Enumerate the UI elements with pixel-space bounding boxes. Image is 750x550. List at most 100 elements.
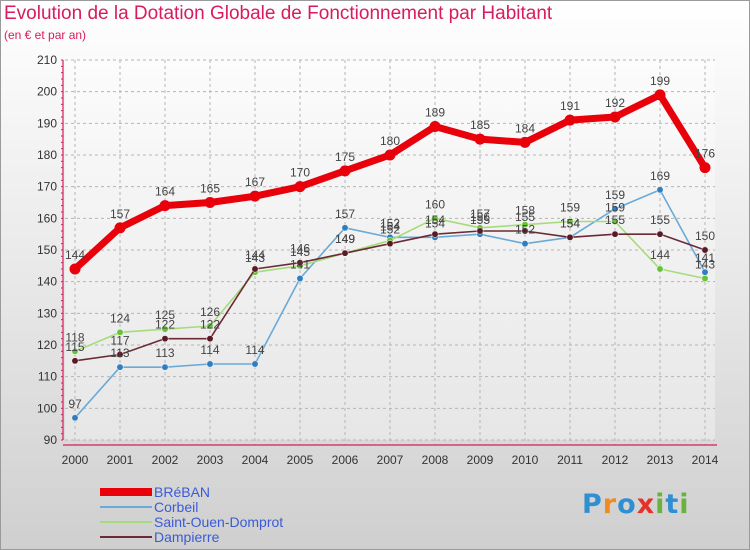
legend-item: Corbeil (100, 500, 360, 515)
data-point (341, 249, 349, 257)
chart-title: Evolution de la Dotation Globale de Fonc… (4, 3, 553, 24)
data-point (71, 347, 79, 355)
legend-label: Saint-Ouen-Domprot (154, 514, 284, 530)
data-point (611, 205, 619, 213)
data-label: 141 (290, 258, 310, 272)
data-label: 157 (110, 207, 130, 221)
data-label: 165 (200, 182, 220, 196)
data-point (341, 224, 349, 232)
data-label: 146 (290, 242, 310, 256)
data-point (159, 200, 171, 212)
data-point (656, 265, 664, 273)
data-label: 113 (155, 346, 174, 360)
data-label: 154 (560, 216, 580, 230)
legend-item: BRéBAN (100, 485, 360, 500)
data-point (656, 230, 664, 238)
data-point (116, 363, 124, 371)
x-tick-label: 2004 (242, 453, 269, 467)
data-label: 141 (695, 251, 715, 265)
legend-item: Saint-Ouen-Domprot (100, 515, 360, 530)
data-label: 155 (515, 210, 535, 224)
data-label: 152 (380, 216, 400, 230)
y-tick-label: 90 (44, 433, 58, 447)
legend-swatch (100, 521, 152, 523)
data-label: 176 (695, 147, 715, 161)
data-label: 180 (380, 134, 400, 148)
logo-letter: o (617, 489, 637, 520)
data-point (521, 227, 529, 235)
data-label: 122 (200, 318, 220, 332)
data-point (161, 325, 169, 333)
data-label: 185 (470, 118, 490, 132)
data-point (116, 328, 124, 336)
data-label: 150 (695, 229, 715, 243)
data-label: 164 (155, 185, 175, 199)
data-label: 125 (155, 308, 175, 322)
data-point (204, 197, 216, 208)
data-point (429, 121, 441, 132)
data-label: 122 (155, 318, 175, 332)
data-point (251, 265, 259, 273)
data-point (519, 136, 531, 148)
y-tick-label: 170 (37, 180, 57, 194)
logo-letter: i (655, 489, 666, 520)
x-tick-label: 2005 (287, 453, 314, 467)
data-point (566, 218, 574, 225)
data-point (609, 111, 621, 123)
data-point (71, 357, 79, 365)
x-tick-label: 2014 (692, 453, 719, 467)
data-label: 192 (605, 96, 625, 110)
data-point (161, 335, 169, 343)
data-label: 152 (515, 223, 535, 237)
x-tick-label: 2008 (422, 453, 449, 467)
legend-swatch (100, 488, 152, 496)
data-label: 117 (110, 334, 129, 348)
logo-letter: t (665, 489, 680, 520)
logo-letter: r (602, 489, 618, 520)
data-point (431, 214, 439, 222)
data-point (114, 222, 126, 234)
data-label: 144 (245, 248, 265, 262)
data-point (296, 259, 304, 267)
y-tick-label: 110 (38, 370, 57, 384)
data-label: 155 (470, 213, 490, 227)
data-label: 155 (650, 213, 670, 227)
data-point (161, 363, 169, 371)
data-point (71, 414, 79, 422)
data-point (206, 360, 214, 368)
data-label: 167 (245, 175, 265, 189)
data-label: 159 (605, 188, 625, 202)
data-label: 145 (290, 245, 310, 259)
y-tick-label: 200 (37, 85, 57, 99)
x-tick-label: 2013 (647, 453, 674, 467)
y-tick-label: 210 (37, 53, 57, 67)
y-tick-label: 160 (37, 211, 57, 225)
x-tick-label: 2011 (557, 453, 583, 467)
data-point (701, 246, 709, 254)
legend-swatch (100, 536, 152, 538)
data-point (296, 275, 304, 282)
data-point (206, 335, 214, 343)
data-point (521, 240, 529, 248)
data-point (386, 240, 394, 248)
data-label: 143 (245, 251, 265, 265)
data-point (701, 275, 709, 282)
data-point (339, 165, 351, 177)
data-label: 152 (380, 223, 400, 237)
data-label: 159 (560, 201, 580, 215)
data-label: 170 (290, 166, 310, 180)
data-label: 154 (380, 220, 400, 234)
data-point (611, 230, 619, 238)
data-point (474, 133, 486, 145)
x-tick-label: 2000 (62, 453, 89, 467)
legend: BRéBAN Corbeil Saint-Ouen-Domprot Dampierre (100, 485, 360, 545)
data-label: 157 (335, 207, 355, 221)
proxiti-logo: Proxiti (582, 489, 690, 520)
data-label: 114 (245, 343, 264, 357)
data-label: 154 (560, 216, 580, 230)
data-label: 115 (65, 340, 84, 354)
data-point (656, 186, 664, 194)
y-tick-label: 180 (37, 148, 57, 162)
logo-letter: x (636, 489, 656, 520)
data-point (654, 89, 666, 101)
